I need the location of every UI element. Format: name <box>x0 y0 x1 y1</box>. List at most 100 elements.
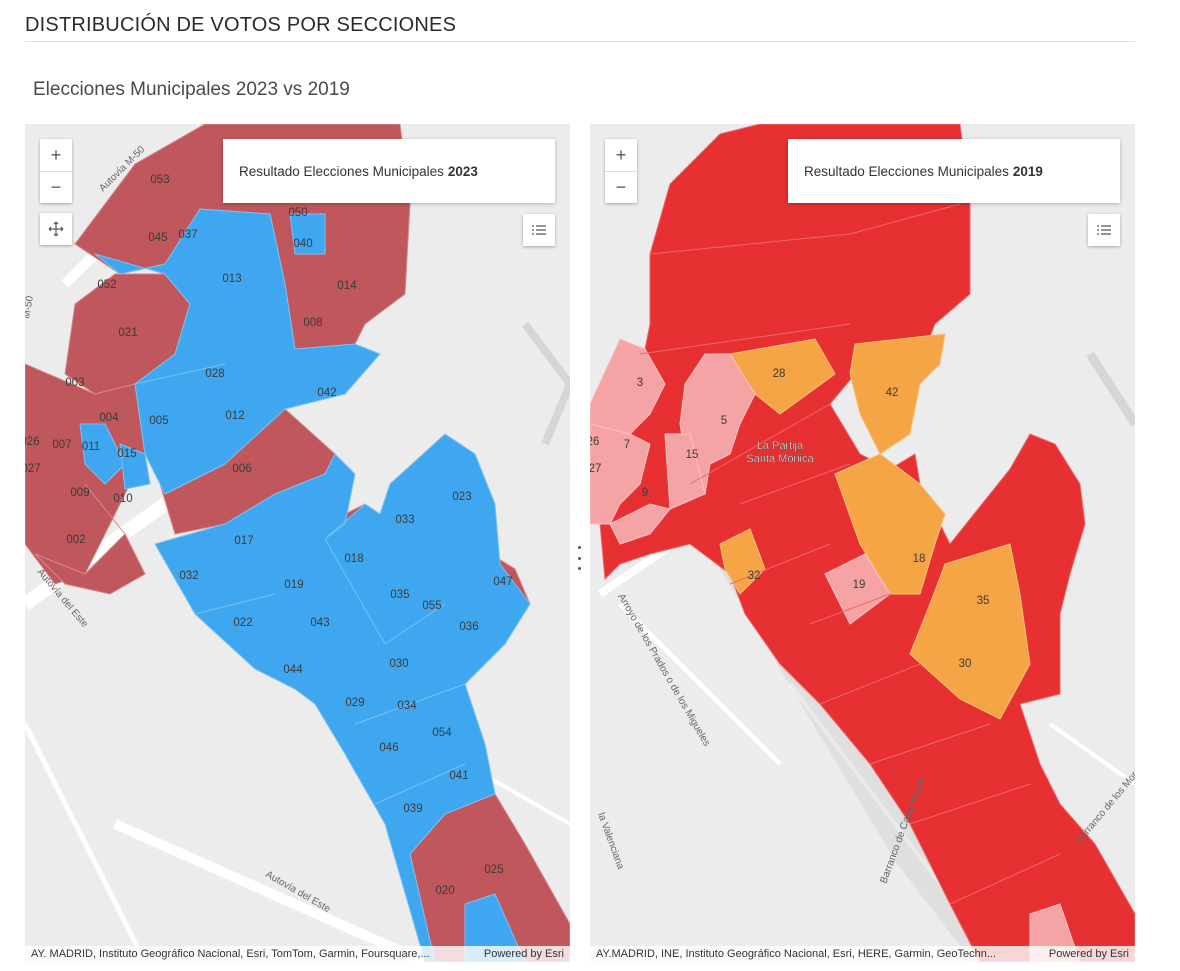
section-label-044: 044 <box>283 664 303 676</box>
region-9 <box>609 503 671 545</box>
terrain <box>1086 351 1135 427</box>
region-west-red <box>25 363 146 585</box>
zoom-controls: + − <box>605 139 637 203</box>
attribution-text: AY.MADRID, INE, Instituto Geográfico Nac… <box>596 948 997 960</box>
section-label-9: 9 <box>642 487 648 499</box>
page-subtitle: Elecciones Municipales 2023 vs 2019 <box>33 79 350 100</box>
section-label-039: 039 <box>403 803 422 815</box>
region-040 <box>289 213 326 255</box>
section-label-052: 052 <box>97 279 116 291</box>
zoom-out-button[interactable]: − <box>605 171 637 203</box>
road-label: M-50 <box>25 295 36 320</box>
powered-by-link[interactable]: Powered by Esri <box>1048 948 1129 960</box>
section-label-28: 28 <box>773 368 786 380</box>
section-label-027: 027 <box>25 463 41 475</box>
map-2023[interactable]: Autovía M-50 Autovía del Este Autovía de… <box>25 124 570 962</box>
region-15 <box>664 433 706 510</box>
section-label-035: 035 <box>390 589 409 601</box>
section-label-023: 023 <box>452 491 471 503</box>
map-attribution: AY. MADRID, Instituto Geográfico Naciona… <box>25 946 570 962</box>
result-prefix: Resultado Elecciones Municipales <box>804 163 1009 179</box>
section-label-040: 040 <box>293 238 312 250</box>
section-boundaries <box>134 363 466 805</box>
section-label-3: 3 <box>637 377 643 389</box>
section-label-032: 032 <box>179 570 198 582</box>
region-35-30 <box>909 543 1031 720</box>
region-south-blue <box>154 433 531 962</box>
section-label-006: 006 <box>232 463 251 475</box>
section-labels: 053 045 037 050 040 052 013 014 008 021 028 042 003 0… <box>25 174 513 897</box>
result-title-2019: Resultado Elecciones Municipales 2019 <box>788 139 1120 203</box>
zoom-in-button[interactable]: + <box>50 144 62 165</box>
move-icon <box>48 221 64 237</box>
region-south-blue-2 <box>464 893 526 962</box>
section-label-009: 009 <box>70 487 89 499</box>
section-label-004: 004 <box>99 412 119 424</box>
section-label-055: 055 <box>422 600 441 612</box>
section-label-007: 007 <box>52 439 71 451</box>
section-label-021: 021 <box>118 327 137 339</box>
section-label-041: 041 <box>449 770 468 782</box>
region-5 <box>679 353 756 495</box>
zoom-in-button[interactable]: + <box>615 144 627 165</box>
region-7-26-27 <box>590 423 651 525</box>
section-label-017: 017 <box>234 535 253 547</box>
region-32 <box>719 528 766 595</box>
section-label-042: 042 <box>317 387 336 399</box>
section-label-025: 025 <box>484 864 503 876</box>
map-2019[interactable]: Arroyo de los Prados o de los Migueles B… <box>590 124 1135 962</box>
street-road <box>1048 722 1135 786</box>
legend-button[interactable] <box>523 214 555 246</box>
result-year: 2023 <box>447 163 478 179</box>
list-icon <box>1097 225 1111 235</box>
road-label: Arroyo de los Prados o de los Migueles <box>615 592 712 748</box>
terrain <box>521 321 570 446</box>
section-label-15: 15 <box>686 449 699 461</box>
section-label-046: 046 <box>379 742 398 754</box>
section-label-047: 047 <box>493 576 512 588</box>
section-label-005: 005 <box>149 415 168 427</box>
section-label-030: 030 <box>389 658 408 670</box>
section-label-010: 010 <box>113 493 132 505</box>
list-icon <box>532 225 546 235</box>
highway-road <box>112 819 428 962</box>
street-road <box>618 602 782 766</box>
section-label-013: 013 <box>222 273 241 285</box>
section-label-045: 045 <box>148 232 167 244</box>
map-2023-canvas[interactable]: Autovía M-50 Autovía del Este Autovía de… <box>25 124 570 962</box>
section-label-012: 012 <box>225 410 244 422</box>
region-011 <box>79 423 126 485</box>
section-label-019: 019 <box>284 579 303 591</box>
section-label-42: 42 <box>886 387 899 399</box>
place-label: Santa Mónica <box>746 453 814 465</box>
road-label: la Valenciana <box>595 811 626 871</box>
map-2019-canvas[interactable]: Arroyo de los Prados o de los Migueles B… <box>590 124 1135 962</box>
section-label-19: 19 <box>853 579 866 591</box>
section-label-32: 32 <box>748 570 761 582</box>
map-attribution: AY.MADRID, INE, Instituto Geográfico Nac… <box>590 946 1135 962</box>
section-label-036: 036 <box>459 621 478 633</box>
result-prefix: Resultado Elecciones Municipales <box>239 163 444 179</box>
swipe-divider-handle[interactable] <box>576 546 582 570</box>
title-divider <box>25 41 1135 42</box>
section-label-022: 022 <box>233 617 252 629</box>
section-label-014: 014 <box>337 280 357 292</box>
section-label-015: 015 <box>117 448 136 460</box>
region-18 <box>834 453 946 595</box>
section-label-018: 018 <box>344 553 363 565</box>
section-label-002: 002 <box>66 534 85 546</box>
section-label-5: 5 <box>721 415 727 427</box>
section-label-054: 054 <box>432 727 452 739</box>
navigation-tool-button[interactable] <box>40 213 72 245</box>
attribution-text: AY. MADRID, Instituto Geográfico Naciona… <box>31 948 430 960</box>
powered-by-link[interactable]: Powered by Esri <box>483 948 564 960</box>
legend-button[interactable] <box>1088 214 1120 246</box>
result-title-2023: Resultado Elecciones Municipales 2023 <box>223 139 555 203</box>
section-label-27: 27 <box>590 463 601 475</box>
zoom-out-button[interactable]: − <box>40 171 72 203</box>
region-north-blue <box>94 208 381 495</box>
region-015 <box>119 443 151 490</box>
section-label-029: 029 <box>345 697 364 709</box>
section-label-043: 043 <box>310 617 329 629</box>
section-label-033: 033 <box>395 514 414 526</box>
